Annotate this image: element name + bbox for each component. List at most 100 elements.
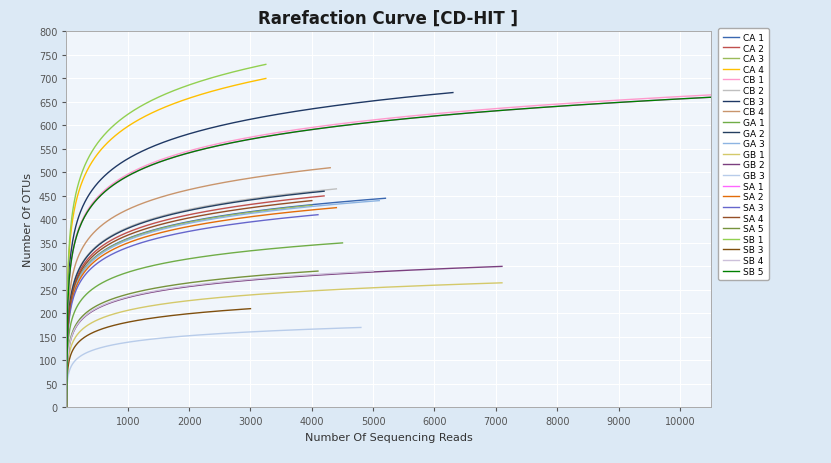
SA 5 <box>181 281 191 287</box>
SA 1 <box>61 405 71 410</box>
CA 2 <box>273 199 283 204</box>
CA 4 <box>180 98 190 103</box>
Line: GB 3: GB 3 <box>66 328 361 407</box>
Line: SA 5: SA 5 <box>66 271 318 407</box>
CA 4 <box>261 76 271 82</box>
CA 2 <box>215 207 225 213</box>
X-axis label: Number Of Sequencing Reads: Number Of Sequencing Reads <box>305 432 472 442</box>
GA 2 <box>61 405 71 410</box>
SB 3 <box>241 307 251 312</box>
SB 5 <box>61 405 71 410</box>
SB 1 <box>261 63 271 68</box>
GA 1 <box>331 241 341 247</box>
SB 1 <box>180 84 190 90</box>
SA 5 <box>313 269 323 274</box>
GA 3 <box>374 198 384 204</box>
GB 3 <box>203 332 213 338</box>
GB 3 <box>201 332 211 338</box>
SB 1 <box>225 71 235 76</box>
SA 4 <box>301 199 311 205</box>
SA 2 <box>61 405 71 410</box>
CA 4 <box>170 101 179 107</box>
CA 1 <box>323 201 333 206</box>
GB 2 <box>419 267 429 273</box>
GB 2 <box>497 264 507 269</box>
SB 5 <box>690 96 700 102</box>
CB 4 <box>278 171 288 177</box>
Line: CB 3: CB 3 <box>66 94 453 407</box>
CB 4 <box>189 187 199 192</box>
GA 1 <box>226 250 236 256</box>
SA 2 <box>189 223 199 229</box>
Line: SA 1: SA 1 <box>66 98 711 407</box>
SA 4 <box>263 203 273 209</box>
Line: GB 1: GB 1 <box>66 283 502 407</box>
SA 3 <box>181 230 191 235</box>
SB 4 <box>368 269 378 274</box>
GB 1 <box>268 291 278 296</box>
Line: CB 4: CB 4 <box>66 169 330 407</box>
CB 1 <box>706 93 715 99</box>
GA 2 <box>201 205 211 211</box>
CB 3 <box>378 98 388 103</box>
CA 2 <box>319 194 329 199</box>
SA 1 <box>445 113 455 118</box>
CA 1 <box>215 214 225 219</box>
GA 1 <box>194 255 204 260</box>
SB 3 <box>161 314 171 319</box>
CB 3 <box>248 117 258 122</box>
SA 1 <box>706 95 715 101</box>
GA 3 <box>61 405 71 410</box>
SA 5 <box>61 405 71 410</box>
GA 1 <box>61 405 71 410</box>
CA 1 <box>373 197 383 202</box>
GB 1 <box>297 289 307 294</box>
CB 4 <box>219 181 229 186</box>
SA 2 <box>283 210 293 216</box>
SA 2 <box>332 206 342 211</box>
SB 4 <box>312 272 322 277</box>
CB 4 <box>187 187 197 193</box>
GA 1 <box>211 252 221 258</box>
SA 4 <box>179 217 189 222</box>
Line: SB 4: SB 4 <box>66 271 373 407</box>
GA 2 <box>319 189 329 194</box>
CB 1 <box>589 100 599 105</box>
CB 3 <box>61 405 71 410</box>
CA 2 <box>184 213 194 218</box>
Line: CA 4: CA 4 <box>66 79 266 407</box>
CA 1 <box>234 211 244 217</box>
SB 3 <box>212 309 222 314</box>
SA 4 <box>194 213 204 219</box>
GB 1 <box>61 405 71 410</box>
SA 3 <box>211 225 221 230</box>
GB 3 <box>302 327 312 332</box>
GA 2 <box>313 190 323 195</box>
SA 4 <box>307 198 317 204</box>
SB 4 <box>228 279 238 284</box>
SB 3 <box>61 405 71 410</box>
Line: SA 2: SA 2 <box>66 208 337 407</box>
CB 3 <box>245 117 255 123</box>
SB 1 <box>256 63 266 69</box>
Line: GA 2: GA 2 <box>66 192 324 407</box>
SB 5 <box>367 120 377 125</box>
CB 2 <box>332 187 342 192</box>
GB 1 <box>419 283 429 289</box>
CA 1 <box>213 214 223 220</box>
SB 1 <box>157 94 167 99</box>
CB 3 <box>271 113 281 118</box>
Legend: CA 1, CA 2, CA 3, CA 4, CB 1, CB 2, CB 3, CB 4, GA 1, GA 2, GA 3, GB 1, GB 2, GB: CA 1, CA 2, CA 3, CA 4, CB 1, CB 2, CB 3… <box>718 30 769 281</box>
Line: SB 1: SB 1 <box>66 65 266 407</box>
SA 1 <box>690 96 700 102</box>
CB 4 <box>325 166 335 171</box>
CB 2 <box>191 206 201 211</box>
GB 3 <box>349 325 359 331</box>
GA 3 <box>231 213 241 219</box>
CB 2 <box>189 206 199 212</box>
Line: SB 3: SB 3 <box>66 309 250 407</box>
GB 1 <box>486 281 496 286</box>
SA 3 <box>61 405 71 410</box>
SA 3 <box>307 213 317 219</box>
CA 2 <box>61 405 71 410</box>
